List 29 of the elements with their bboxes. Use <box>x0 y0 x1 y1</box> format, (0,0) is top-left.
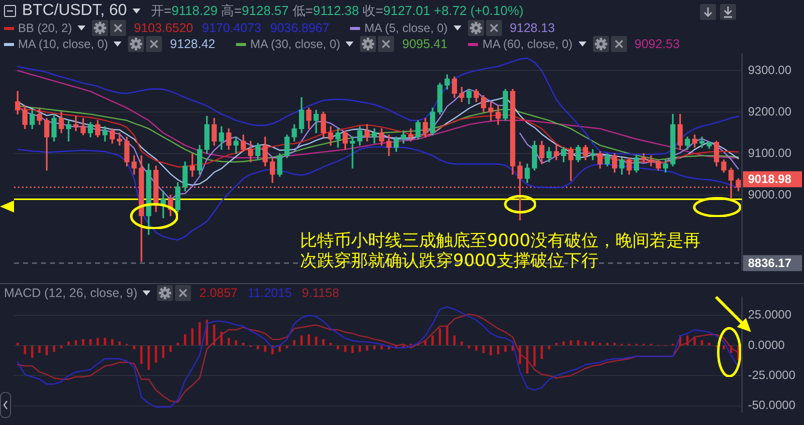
text: 9092.53 <box>634 36 680 52</box>
legend-label: MA (30, close, 0) <box>250 36 340 52</box>
text: 9103.6520 <box>134 20 194 36</box>
ref-line-label: 8836.17 <box>748 256 792 270</box>
text: 9095.41 <box>402 36 448 52</box>
text: 9036.8967 <box>270 20 330 36</box>
legend-label: MA (5, close, 0) <box>364 20 448 36</box>
annotation: 9.1158 <box>302 285 340 301</box>
y-tick-label: 9200.00 <box>748 104 792 118</box>
annotation: 2.0857 <box>199 285 238 301</box>
y-tick-label: 9000.00 <box>748 187 792 202</box>
chart-title: BTC/USDT, 60 <box>22 2 127 20</box>
y-tick-label: -25.0000 <box>748 368 796 382</box>
y-tick-label: 9300.00 <box>748 62 792 77</box>
annotation: 比特币小时线三成触底至9000没有破位，晚间若是再次跌穿那就确认跌穿9000支撑破位下行 <box>300 231 702 271</box>
y-tick-label: 25.0000 <box>748 308 792 322</box>
text: 9128.42 <box>170 36 216 52</box>
text: 9128.13 <box>510 20 555 36</box>
legend-label: MA (10, close, 0) <box>18 36 108 52</box>
text: 9170.4073 <box>202 20 262 36</box>
text: 开=9118.29 高=9128.57 低=9112.38 收=9127.01 +8.72 (+0.10%) <box>150 3 524 18</box>
annotation: 11.2015 <box>248 285 292 301</box>
legend-label: BB (20, 2) <box>18 20 72 36</box>
y-tick-label: 9100.00 <box>748 146 792 160</box>
y-tick-label: -50.0000 <box>748 398 796 412</box>
ref-line-label: 9018.98 <box>748 172 792 186</box>
y-tick-label: 0.0000 <box>748 338 786 352</box>
chart-title: MACD (12, 26, close, 9) <box>4 285 138 301</box>
legend-label: MA (60, close, 0) <box>482 36 573 52</box>
